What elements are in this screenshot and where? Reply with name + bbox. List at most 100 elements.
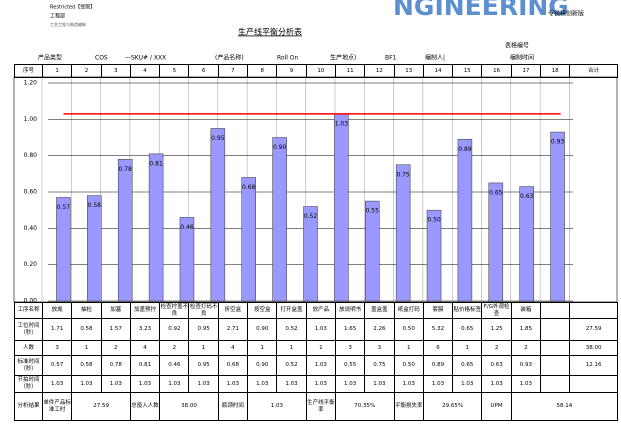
cell: 2.71 — [217, 318, 249, 341]
cell: 套膜 — [422, 302, 454, 319]
index-cell: 2 — [71, 64, 102, 78]
empty-cell — [540, 375, 571, 393]
cell: 0.90 — [247, 355, 278, 376]
row-label: 工序名称 — [14, 302, 43, 319]
bar — [334, 113, 349, 302]
info-text: —SKU# / XXX — [125, 55, 166, 62]
form-no: 表格编号 — [505, 42, 529, 50]
cell: 4 — [217, 340, 249, 356]
value-label: 0.75 — [396, 171, 410, 178]
cell: 检查拧盖不良 — [159, 302, 190, 319]
cell: 2.26 — [364, 318, 395, 341]
y-tick-label: 1.00 — [24, 116, 38, 123]
cell: 3 — [364, 340, 395, 356]
y-tick-label: 0.40 — [24, 225, 38, 232]
cell: 0.78 — [100, 355, 131, 376]
brand-note: 专锐精创新版 — [548, 10, 584, 18]
bar — [148, 153, 164, 302]
cell: 1.03 — [276, 375, 307, 393]
title: 生产线平衡分析表 — [238, 27, 302, 37]
cell: 贴价格标签 — [452, 302, 483, 319]
index-cell: 16 — [481, 64, 512, 78]
cell: 1 — [188, 340, 219, 356]
value-label: 0.63 — [520, 193, 534, 200]
value-label: 0.46 — [180, 224, 194, 231]
info-text: 生产地点) — [330, 54, 356, 62]
cell: 1.03 — [334, 375, 366, 393]
cell: 1.03 — [422, 375, 454, 393]
cell: 1.03 — [159, 375, 190, 393]
cell: 3 — [41, 340, 73, 356]
bar — [87, 195, 102, 302]
cell: 放胤 — [41, 302, 73, 319]
index-cell: 5 — [159, 64, 190, 78]
analysis-value: 1.03 — [247, 392, 307, 421]
cell: 3 — [334, 340, 366, 356]
index-cell: 9 — [276, 64, 307, 78]
cell: 0.55 — [334, 355, 366, 376]
value-label: 0.58 — [88, 202, 102, 209]
analysis-name: 总投入人数 — [129, 392, 161, 421]
cell: 1.03 — [217, 375, 249, 393]
empty-cell — [540, 318, 571, 341]
cell: 0.95 — [188, 355, 219, 376]
total-cell — [569, 302, 618, 319]
analysis-label: 分析结果 — [14, 392, 43, 421]
cell: 0.90 — [247, 318, 278, 341]
analysis-name: 生产线平衡率 — [305, 392, 336, 421]
analysis-value: 38.00 — [159, 392, 219, 421]
cell: 0.52 — [276, 355, 307, 376]
cell: 放产品 — [305, 302, 336, 319]
analysis-name: 单件产品标准工时 — [41, 392, 73, 421]
cell: 打开盒盖 — [276, 302, 307, 319]
y-tick-label: 0.80 — [24, 152, 38, 159]
cell: 1.71 — [41, 318, 73, 341]
cell: 0.92 — [159, 318, 190, 341]
value-label: 0.65 — [489, 189, 503, 196]
cell: 1.85 — [510, 318, 542, 341]
cell: 1.03 — [188, 375, 219, 393]
cell: 纸盒打码 — [393, 302, 424, 319]
value-label: 0.78 — [119, 166, 133, 173]
index-cell: 17 — [510, 64, 542, 78]
index-cell: 10 — [305, 64, 336, 78]
row-label: 人数 — [14, 340, 43, 356]
analysis-value: 58.14 — [510, 392, 618, 421]
cell: 1.03 — [305, 355, 336, 376]
cell: 0.50 — [393, 318, 424, 341]
analysis-value: 29.65% — [422, 392, 483, 421]
value-label: 0.90 — [273, 144, 287, 151]
cell: 1.03 — [71, 375, 102, 393]
cell: 1.25 — [481, 318, 512, 341]
cell: 1 — [393, 340, 424, 356]
bar — [303, 206, 318, 302]
cell: 加盖预拧 — [129, 302, 161, 319]
cell: 1 — [247, 340, 278, 356]
empty-cell — [540, 302, 571, 319]
value-label: 0.89 — [458, 146, 472, 153]
cell: 0.50 — [393, 355, 424, 376]
main-table: 工序名称 放胤 抽检 加塞 加盖预拧 检查拧盖不良 检查打码不良 折空盒 按空盒 打开盒盖 放产品放… — [14, 302, 618, 421]
cell: 1 — [71, 340, 102, 356]
cell: 0.81 — [129, 355, 161, 376]
bar — [519, 186, 534, 302]
index-label: 序号 — [14, 64, 43, 78]
index-cell: 12 — [364, 64, 395, 78]
cell: 放说明书 — [334, 302, 366, 319]
row-label: 标准时间（秒） — [14, 355, 43, 376]
cell: 1.03 — [305, 375, 336, 393]
cell: 1.03 — [481, 375, 512, 393]
row-label: 节拍时间（秒） — [14, 375, 43, 393]
y-tick-label: 0.20 — [24, 261, 38, 268]
row-label: 工位时间（秒） — [14, 318, 43, 341]
info-text: 产品类型 — [38, 54, 62, 62]
cell: 1.03 — [393, 375, 424, 393]
total-cell: 38.00 — [569, 340, 618, 356]
cell: 1.03 — [452, 375, 483, 393]
index-cell: 13 — [393, 64, 424, 78]
cell: 0.52 — [276, 318, 307, 341]
bar — [56, 197, 71, 302]
cell: 0.63 — [481, 355, 512, 376]
